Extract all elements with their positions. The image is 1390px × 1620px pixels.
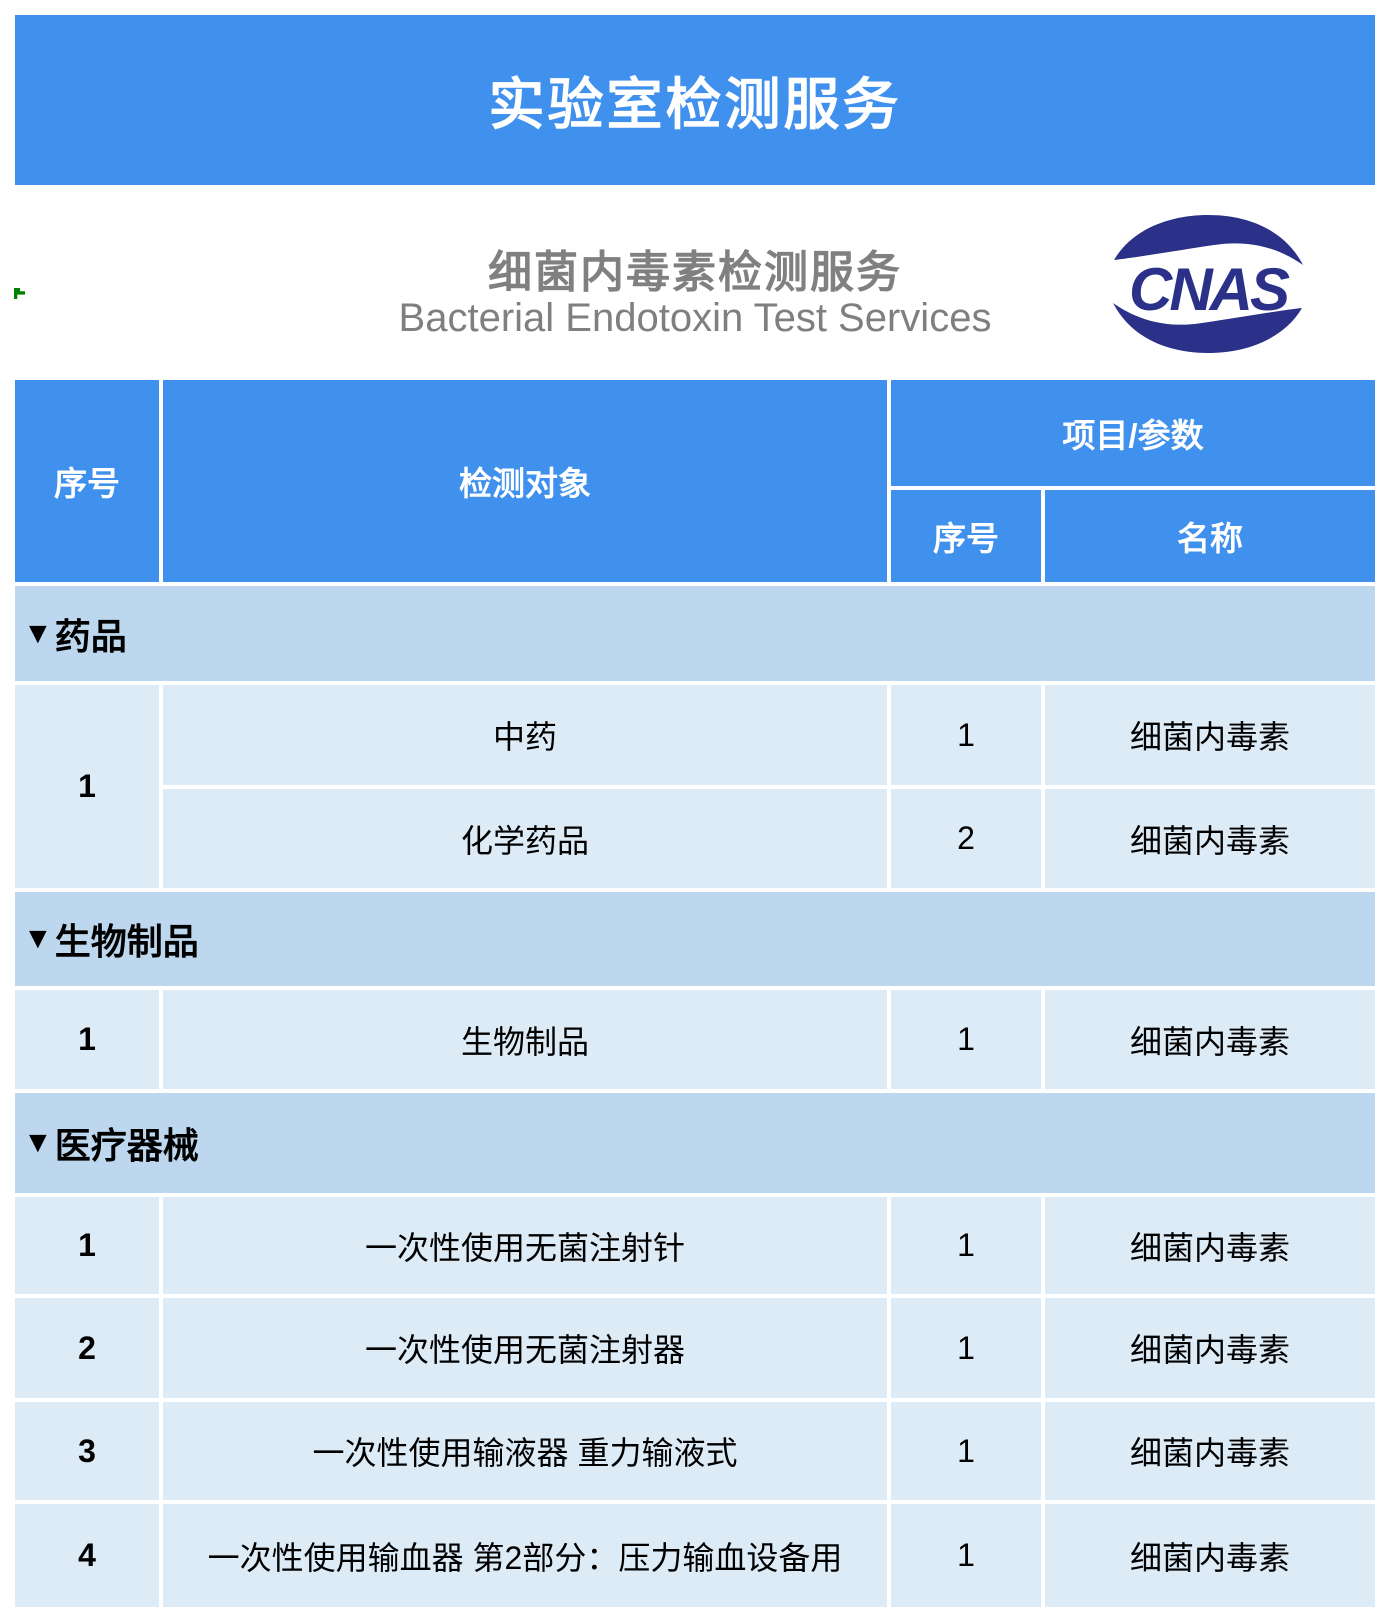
subtitle-english: Bacterial Endotoxin Test Services bbox=[398, 296, 992, 340]
cnas-logo-text: CNAS bbox=[1129, 256, 1290, 323]
row-seq-cell: 1 bbox=[15, 990, 159, 1089]
section-header-medical-devices[interactable]: ▼ 医疗器械 bbox=[15, 1093, 1375, 1193]
row-param-seq-cell: 1 bbox=[891, 685, 1041, 785]
row-param-name-cell: 细菌内毒素 bbox=[1045, 990, 1375, 1089]
row-param-seq-cell: 2 bbox=[891, 789, 1041, 888]
section-header-drugs[interactable]: ▼ 药品 bbox=[15, 586, 1375, 681]
header-group-cell: 项目/参数 bbox=[891, 380, 1375, 486]
row-object-cell: 一次性使用输血器 第2部分：压力输血设备用 bbox=[163, 1504, 887, 1607]
row-object-cell: 中药 bbox=[163, 685, 887, 785]
header-param-seq-cell: 序号 bbox=[891, 490, 1041, 582]
row-object-cell: 生物制品 bbox=[163, 990, 887, 1089]
row-seq-cell: 4 bbox=[15, 1504, 159, 1607]
section-label: 药品 bbox=[54, 615, 127, 657]
row-seq-cell: 1 bbox=[15, 1197, 159, 1294]
services-table: 序号 检测对象 项目/参数 序号 名称 ▼ 药品 1 中药 1 细菌内毒素 化学… bbox=[15, 380, 1375, 1607]
header-param-name-cell: 名称 bbox=[1045, 490, 1375, 582]
cnas-logo-bottom-arc bbox=[1113, 303, 1302, 353]
row-seq-cell: 2 bbox=[15, 1298, 159, 1398]
row-param-name-cell: 细菌内毒素 bbox=[1045, 1298, 1375, 1398]
row-seq-cell: 1 bbox=[15, 685, 159, 888]
row-param-seq-cell: 1 bbox=[891, 1402, 1041, 1500]
collapse-triangle-icon: ▼ bbox=[23, 1126, 53, 1159]
collapse-triangle-icon: ▼ bbox=[23, 922, 53, 955]
row-param-seq-cell: 1 bbox=[891, 1298, 1041, 1398]
row-param-seq-cell: 1 bbox=[891, 1504, 1041, 1607]
row-object-cell: 一次性使用输液器 重力输液式 bbox=[163, 1402, 887, 1500]
subtitle-chinese: 细菌内毒素检测服务 bbox=[488, 248, 902, 297]
section-label: 生物制品 bbox=[54, 921, 199, 962]
row-param-name-cell: 细菌内毒素 bbox=[1045, 1197, 1375, 1294]
row-param-name-cell: 细菌内毒素 bbox=[1045, 685, 1375, 785]
green-flag-icon bbox=[14, 288, 25, 299]
row-param-seq-cell: 1 bbox=[891, 990, 1041, 1089]
row-object-cell: 化学药品 bbox=[163, 789, 887, 888]
cnas-logo-top-arc bbox=[1114, 215, 1303, 265]
row-object-cell: 一次性使用无菌注射器 bbox=[163, 1298, 887, 1398]
row-param-seq-cell: 1 bbox=[891, 1197, 1041, 1294]
page-title: 实验室检测服务 bbox=[488, 72, 902, 136]
cnas-logo: CNAS bbox=[1113, 215, 1303, 353]
header-object-cell: 检测对象 bbox=[163, 380, 887, 582]
section-label: 医疗器械 bbox=[54, 1125, 199, 1166]
page-banner: 实验室检测服务 bbox=[15, 15, 1375, 185]
row-param-name-cell: 细菌内毒素 bbox=[1045, 789, 1375, 888]
row-param-name-cell: 细菌内毒素 bbox=[1045, 1504, 1375, 1607]
row-param-name-cell: 细菌内毒素 bbox=[1045, 1402, 1375, 1500]
section-header-biologics[interactable]: ▼ 生物制品 bbox=[15, 892, 1375, 986]
row-object-cell: 一次性使用无菌注射针 bbox=[163, 1197, 887, 1294]
collapse-triangle-icon: ▼ bbox=[23, 616, 53, 650]
header-seq-cell: 序号 bbox=[15, 380, 159, 582]
row-seq-cell: 3 bbox=[15, 1402, 159, 1500]
